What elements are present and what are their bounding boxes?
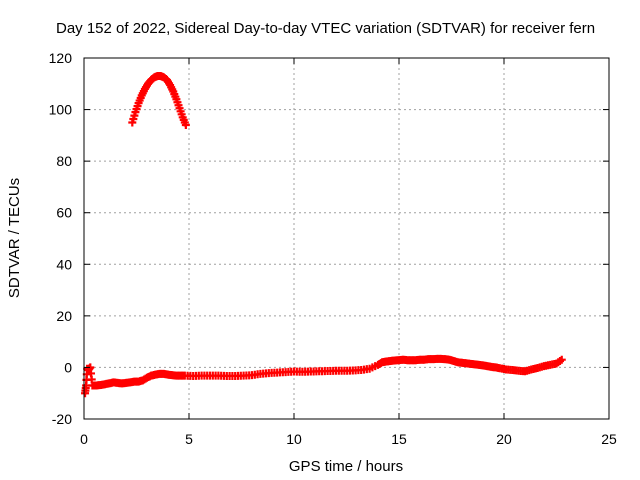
data-point <box>181 121 190 130</box>
plot-frame <box>83 57 610 420</box>
x-tick-label: 20 <box>496 431 512 447</box>
y-axis-title: SDTVAR / TECUs <box>6 178 23 298</box>
chart-title: Day 152 of 2022, Sidereal Day-to-day VTE… <box>56 20 595 37</box>
y-tick-label: 40 <box>56 256 72 272</box>
y-tick-label: 120 <box>49 50 73 66</box>
ticks-layer: 0 5 10 15 20 25 -20 0 20 40 60 80 100 120 <box>49 50 617 447</box>
grid-layer <box>84 58 609 419</box>
x-tick-label: 0 <box>80 431 88 447</box>
x-tick-label: 25 <box>601 431 617 447</box>
x-tick-label: 10 <box>286 431 302 447</box>
y-tick-label: 0 <box>64 359 72 375</box>
y-tick-label: 60 <box>56 205 72 221</box>
x-tick-label: 5 <box>185 431 193 447</box>
y-tick-label: 20 <box>56 308 72 324</box>
y-tick-label: -20 <box>52 411 72 427</box>
data-marks <box>81 72 566 398</box>
data-point <box>557 355 566 364</box>
x-axis-title: GPS time / hours <box>289 458 403 475</box>
y-tick-label: 80 <box>56 153 72 169</box>
data-series-2 <box>81 354 566 398</box>
data-series-1 <box>128 72 190 130</box>
x-tick-label: 15 <box>391 431 407 447</box>
y-tick-label: 100 <box>49 102 73 118</box>
